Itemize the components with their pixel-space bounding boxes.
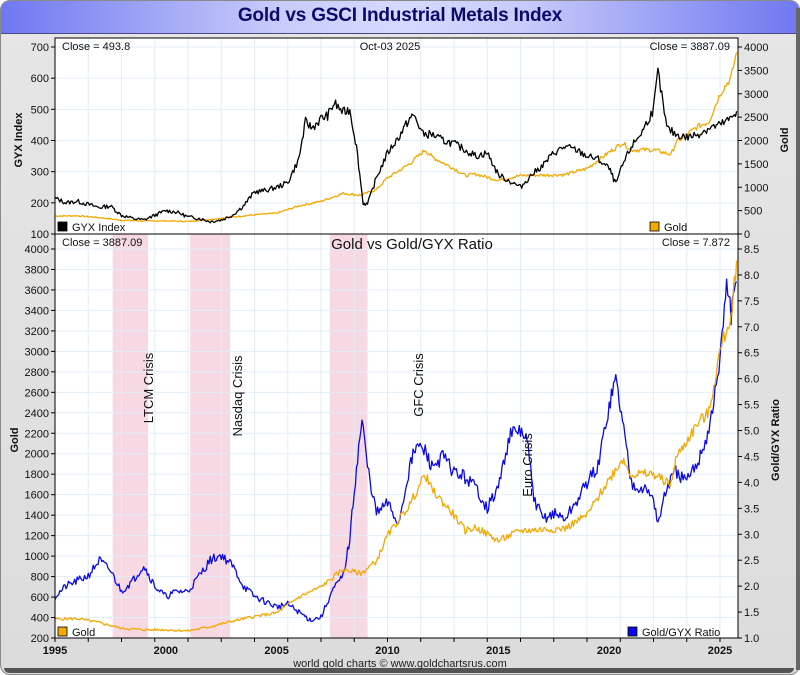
y-tick-label-right: 8.5: [744, 244, 759, 256]
y-tick-label-right: 3500: [744, 65, 768, 77]
y-tick-label-left: 200: [31, 633, 49, 645]
y-tick-label-left: 2200: [25, 428, 49, 440]
y-tick-label-left: 400: [31, 613, 49, 625]
close-label-gold-top: Close = 3887.09: [650, 41, 730, 53]
legend-ratio-label: Gold/GYX Ratio: [642, 627, 720, 639]
y-axis-title-gyx: GYX Index: [13, 112, 25, 168]
y-tick-label-left: 2600: [25, 387, 49, 399]
date-label: Oct-03 2025: [360, 41, 421, 53]
x-tick-label: 2015: [486, 645, 510, 657]
y-tick-label-left: 3600: [25, 285, 49, 297]
y-axis-title-ratio: Gold/GYX Ratio: [770, 399, 782, 481]
y-tick-label-left: 500: [31, 104, 49, 116]
y-tick-label-right: 4.0: [744, 477, 759, 489]
y-tick-label-left: 3400: [25, 305, 49, 317]
y-tick-label-left: 1000: [25, 551, 49, 563]
chart-canvas: 100 200 300 400 500 600 700 0 500 1000 1500 2000 250…: [0, 0, 800, 675]
legend-gold-top-label: Gold: [664, 222, 687, 234]
x-tick-label: 2010: [375, 645, 399, 657]
crisis-label: Euro Crisis: [520, 433, 535, 497]
footer-credit: world gold charts © www.goldchartsrus.co…: [0, 658, 800, 670]
y-tick-label-right: 4000: [744, 42, 768, 54]
top-plot-area: [55, 38, 738, 234]
y-tick-label-right: 3.0: [744, 529, 759, 541]
y-tick-label-left: 700: [31, 42, 49, 54]
legend-gold-bottom-label: Gold: [72, 627, 95, 639]
y-tick-label-left: 400: [31, 136, 49, 148]
close-label-gyx: Close = 493.8: [62, 41, 130, 53]
legend-gold-top-swatch: [650, 222, 659, 231]
x-tick-label: 2020: [597, 645, 621, 657]
crisis-band: [113, 234, 148, 638]
crisis-label: LTCM Crisis: [141, 352, 156, 423]
legend-gyx-swatch: [58, 222, 67, 231]
y-tick-label-left: 1400: [25, 510, 49, 522]
y-tick-label-right: 6.5: [744, 348, 759, 360]
x-tick-label: 2000: [154, 645, 178, 657]
y-axis-title-gold-top: Gold: [779, 127, 791, 152]
y-tick-label-left: 600: [31, 73, 49, 85]
y-tick-label-right: 3.5: [744, 503, 759, 515]
y-tick-label-left: 2400: [25, 408, 49, 420]
y-axis-title-gold-bottom: Gold: [9, 427, 21, 452]
x-tick-label: 2005: [264, 645, 288, 657]
y-tick-label-right: 1500: [744, 159, 768, 171]
y-tick-label-right: 500: [744, 206, 762, 218]
y-tick-label-right: 4.5: [744, 451, 759, 463]
y-tick-label-left: 300: [31, 167, 49, 179]
y-tick-label-right: 1000: [744, 182, 768, 194]
y-tick-label-right: 2500: [744, 112, 768, 124]
crisis-label: Nasdaq Crisis: [230, 355, 245, 436]
y-tick-label-left: 3800: [25, 264, 49, 276]
close-label-ratio: Close = 7.872: [662, 237, 730, 249]
y-tick-label-right: 7.5: [744, 296, 759, 308]
bottom-panel-title: Gold vs Gold/GYX Ratio: [331, 236, 493, 253]
legend-gyx-label: GYX Index: [72, 222, 126, 234]
y-tick-label-left: 3000: [25, 346, 49, 358]
y-tick-label-right: 1.5: [744, 607, 759, 619]
y-tick-label-right: 7.0: [744, 322, 759, 334]
x-tick-label: 2025: [708, 645, 732, 657]
y-tick-label-right: 2.0: [744, 581, 759, 593]
y-tick-label-left: 1200: [25, 531, 49, 543]
y-tick-label-right: 0: [744, 229, 750, 241]
y-tick-label-right: 8.0: [744, 270, 759, 282]
legend-gold-bottom-swatch: [58, 627, 67, 636]
y-tick-label-right: 5.0: [744, 426, 759, 438]
x-tick-label: 1995: [43, 645, 67, 657]
y-tick-label-left: 100: [31, 229, 49, 241]
bottom-plot-area: [55, 234, 738, 638]
y-tick-label-left: 3200: [25, 326, 49, 338]
y-tick-label-right: 3000: [744, 89, 768, 101]
y-tick-label-left: 1800: [25, 469, 49, 481]
y-tick-label-right: 2000: [744, 136, 768, 148]
y-tick-label-right: 1.0: [744, 633, 759, 645]
y-tick-label-right: 6.0: [744, 374, 759, 386]
y-tick-label-left: 2000: [25, 449, 49, 461]
y-tick-label-left: 200: [31, 198, 49, 210]
y-tick-label-left: 600: [31, 592, 49, 604]
y-tick-label-right: 2.5: [744, 555, 759, 567]
close-label-gold-bottom: Close = 3887.09: [62, 237, 142, 249]
legend-ratio-swatch: [628, 627, 637, 636]
y-tick-label-left: 1600: [25, 490, 49, 502]
crisis-label: GFC Crisis: [411, 353, 426, 417]
y-tick-label-left: 800: [31, 572, 49, 584]
y-tick-label-left: 2800: [25, 367, 49, 379]
y-tick-label-right: 5.5: [744, 400, 759, 412]
y-tick-label-left: 4000: [25, 244, 49, 256]
crisis-band: [330, 234, 368, 638]
